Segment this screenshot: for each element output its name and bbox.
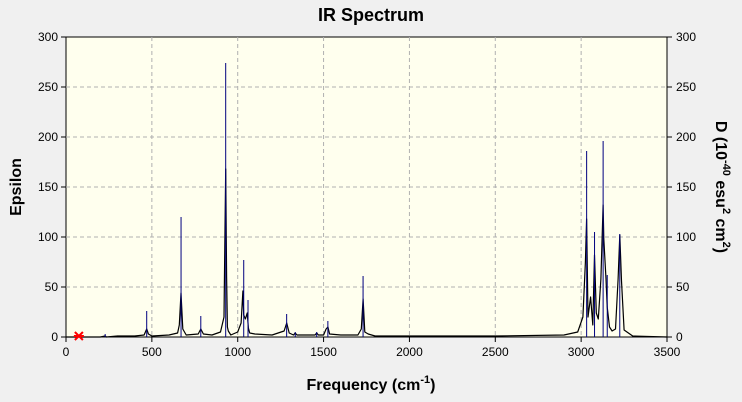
x-axis-label-sup: -1 xyxy=(420,374,430,386)
y-right-tick-label: 50 xyxy=(676,280,690,294)
y-axis-right-label-part: esu xyxy=(712,176,729,208)
x-tick-label: 500 xyxy=(142,345,162,359)
y-axis-left: 0 50 100 150 200 250 300 xyxy=(38,30,66,344)
x-axis-label: Frequency (cm-1) xyxy=(307,374,436,394)
origin-marker xyxy=(73,331,84,341)
x-axis-label-end: ) xyxy=(430,377,435,394)
x-tick-label: 3500 xyxy=(654,345,681,359)
y-axis-right-label-part: cm xyxy=(712,214,729,242)
y-right-tick-label: 250 xyxy=(676,80,696,94)
y-right-tick-label: 100 xyxy=(676,230,696,244)
x-axis: 0 500 1000 1500 2000 2500 3000 3500 xyxy=(63,337,681,359)
y-axis-right-label-part: D (10 xyxy=(712,121,729,160)
y-right-tick-label: 150 xyxy=(676,180,696,194)
y-left-tick-label: 100 xyxy=(38,230,58,244)
y-axis-right: 0 50 100 150 200 250 300 xyxy=(667,30,696,344)
y-left-tick-label: 0 xyxy=(51,330,58,344)
plot-area xyxy=(65,36,668,338)
y-axis-right-label-sup: 2 xyxy=(720,208,732,214)
y-axis-right-label: D (10-40 esu2 cm2) xyxy=(712,121,732,253)
y-axis-right-label-sup: -40 xyxy=(720,160,732,176)
y-right-tick-label: 200 xyxy=(676,130,696,144)
grid-lines xyxy=(66,37,667,337)
y-left-tick-label: 50 xyxy=(45,280,59,294)
chart-title: IR Spectrum xyxy=(318,5,424,25)
y-right-tick-label: 300 xyxy=(676,30,696,44)
y-left-tick-label: 300 xyxy=(38,30,58,44)
y-right-tick-label: 0 xyxy=(676,330,683,344)
x-tick-label: 2500 xyxy=(482,345,509,359)
x-tick-label: 3000 xyxy=(568,345,595,359)
y-left-tick-label: 150 xyxy=(38,180,58,194)
x-tick-label: 1000 xyxy=(224,345,251,359)
y-left-tick-label: 200 xyxy=(38,130,58,144)
x-axis-label-main: Frequency (cm xyxy=(307,377,421,394)
stick-series xyxy=(104,63,621,337)
y-axis-right-label-part: ) xyxy=(712,248,729,253)
y-left-tick-label: 250 xyxy=(38,80,58,94)
y-axis-left-label: Epsilon xyxy=(8,158,25,216)
x-tick-label: 0 xyxy=(63,345,70,359)
y-axis-right-label-sup: 2 xyxy=(720,242,732,248)
x-tick-label: 2000 xyxy=(396,345,423,359)
x-tick-label: 1500 xyxy=(310,345,337,359)
